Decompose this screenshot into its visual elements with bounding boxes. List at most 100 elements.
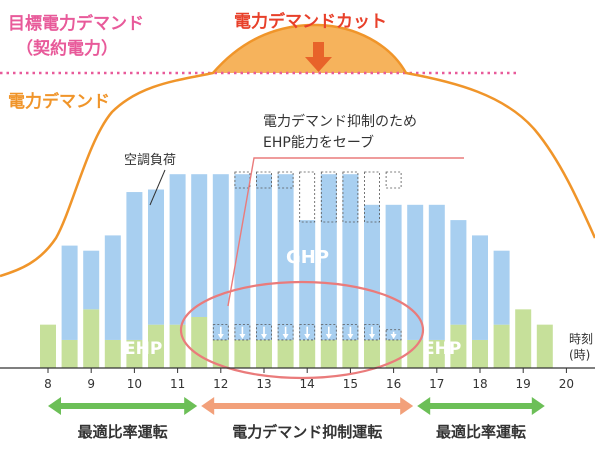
phase-arrow-head-right-0 (184, 397, 198, 415)
x-tick-label-19: 19 (516, 377, 531, 391)
phase-arrow-head-left-0 (48, 397, 61, 415)
aircon-load-leader-line (149, 169, 166, 206)
dashed-outline-3 (299, 171, 316, 223)
saved-capacity-arrowhead-8 (390, 333, 397, 339)
ehp-bar-2 (83, 309, 100, 368)
ehp-bar-5 (148, 324, 164, 368)
ghp-bar-19 (450, 220, 467, 325)
ehp-bar-6 (169, 324, 186, 368)
ghp-bar-21 (493, 250, 510, 325)
dashed-outline-1 (256, 171, 272, 189)
saved-capacity-box-5 (320, 324, 337, 341)
saved-capacity-arrowhead-2 (261, 333, 267, 339)
saved-capacity-box-8 (385, 329, 402, 341)
ehp-bar-13 (320, 339, 337, 368)
phase-arrow-head-left-1 (201, 397, 215, 415)
saved-capacity-box-6 (342, 324, 359, 341)
demand-control-ellipse (179, 280, 425, 380)
saved-capacity-box-4 (299, 324, 316, 341)
demand-cut-area-group (213, 24, 406, 73)
dashed-outline-7 (385, 171, 402, 189)
saved-capacity-arrowhead-5 (325, 333, 332, 339)
ehp-bar-8 (212, 339, 229, 368)
saved-capacity-arrowhead-0 (217, 333, 224, 339)
ghp-bar-20 (472, 235, 488, 340)
ghp-bar-9 (234, 174, 251, 340)
ehp-bar-18 (428, 339, 445, 368)
x-tick-label-15: 15 (343, 377, 358, 391)
ghp-bar-17 (407, 204, 424, 340)
callout-line-2: EHP能力をセーブ (263, 134, 374, 151)
ghp-bar-2 (83, 250, 100, 310)
ghp-bar-15 (364, 204, 380, 340)
ghp-bar-11 (277, 174, 294, 340)
ghp-bar-7 (191, 174, 208, 317)
target-demand-label: 目標電力デマンド (8, 13, 144, 34)
ghp-bar-6 (169, 174, 186, 325)
saved-capacity-arrowhead-4 (304, 333, 311, 339)
ehp-bar-11 (277, 339, 294, 368)
x-axis-group: 8 9 10 11 12 13 14 15 16 17 18 19 20 (0, 367, 595, 391)
ghp-bar-3 (104, 235, 121, 340)
x-tick-label-13: 13 (256, 377, 271, 391)
cut-arrow-shaft (313, 42, 324, 58)
saved-capacity-group (149, 157, 464, 380)
ghp-bar-12 (299, 220, 316, 340)
x-tick-label-14: 14 (300, 377, 315, 391)
ghp-bar-1 (61, 245, 78, 340)
x-tick-label-18: 18 (472, 377, 487, 391)
ghp-bar-5 (148, 189, 164, 325)
curve-lines-group (0, 23, 595, 278)
phase-arrow-head-left-2 (417, 397, 431, 415)
demand-curve-label: 電力デマンド (8, 91, 110, 112)
x-tick-label-20: 20 (559, 377, 574, 391)
saved-capacity-box-0 (212, 324, 229, 341)
x-tick-label-8: 8 (44, 377, 52, 391)
saved-capacity-box-7 (364, 324, 380, 341)
ghp-bar-16 (385, 204, 402, 340)
x-tick-label-17: 17 (429, 377, 444, 391)
x-tick-label-10: 10 (127, 377, 142, 391)
ehp-bar-12 (299, 339, 316, 368)
ghp-bar-10 (256, 174, 272, 340)
x-tick-label-16: 16 (386, 377, 401, 391)
ehp-bar-4 (126, 339, 143, 368)
ehp-bar-15 (364, 339, 380, 368)
x-tick-label-9: 9 (87, 377, 95, 391)
ehp-bar-17 (407, 339, 424, 368)
target-demand-sublabel: （契約電力） (16, 38, 118, 59)
dashed-outline-6 (364, 171, 380, 223)
saved-capacity-arrowhead-3 (282, 333, 289, 339)
ehp-bar-0 (40, 324, 56, 368)
ehp-label-right: EHP (423, 339, 461, 359)
ehp-bar-20 (472, 339, 488, 368)
bars-group (40, 174, 553, 368)
saved-capacity-arrowhead-7 (369, 333, 375, 339)
ghp-bar-18 (428, 204, 445, 340)
ehp-bar-22 (515, 309, 532, 368)
dashed-outline-0 (234, 171, 251, 189)
phase-arrow-head-right-2 (531, 397, 545, 415)
ghp-bar-14 (342, 174, 359, 340)
demand-curve (0, 23, 595, 278)
x-axis-label-2: (時) (569, 348, 590, 362)
ehp-bar-21 (493, 324, 510, 368)
saved-capacity-box-1 (234, 324, 251, 341)
x-axis-label-1: 時刻 (569, 332, 593, 346)
saved-capacity-box-2 (256, 324, 272, 341)
phase-label-0: 最適比率運転 (78, 423, 168, 441)
dashed-outline-5 (342, 171, 359, 223)
demand-cut-area (213, 24, 406, 73)
saved-capacity-box-3 (277, 324, 294, 341)
ehp-bar-14 (342, 339, 359, 368)
callout-line-1: 電力デマンド抑制のため (263, 113, 417, 130)
phase-arrows-group: 最適比率運転 電力デマンド抑制運転 最適比率運転 (48, 397, 545, 441)
phase-label-1: 電力デマンド抑制運転 (232, 423, 382, 441)
dashed-outline-2 (277, 171, 294, 189)
ghp-label: GHP (286, 247, 329, 268)
ghp-bar-13 (320, 174, 337, 340)
ghp-bar-8 (212, 174, 229, 340)
ehp-bar-3 (104, 339, 121, 368)
ehp-bar-7 (191, 317, 208, 368)
